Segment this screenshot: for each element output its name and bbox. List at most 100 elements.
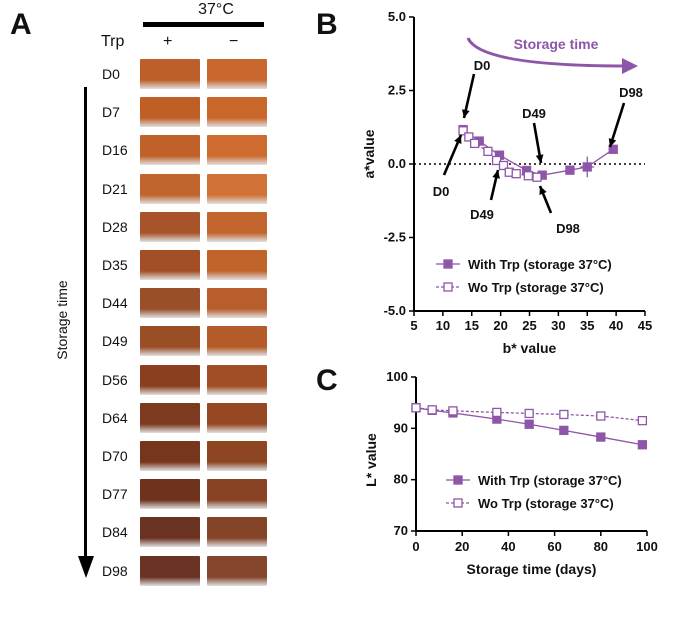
swatch-d49-minus — [207, 326, 267, 357]
row-label-d44: D44 — [102, 295, 128, 312]
annotation-arrow-head-icon-1 — [454, 135, 462, 144]
point-1-9 — [532, 172, 542, 182]
swatch-d44-minus — [207, 288, 267, 319]
swatch-d49-plus — [140, 326, 200, 357]
point-1-1 — [427, 405, 437, 415]
point-1-7 — [511, 169, 521, 179]
point-1-1 — [464, 132, 474, 142]
y-tick-label-0: 5.0 — [388, 9, 406, 24]
row-label-d56: D56 — [102, 371, 128, 388]
swatch-d77-plus — [140, 479, 200, 510]
y-tick-label-3: -2.5 — [384, 230, 406, 245]
point-1-0 — [458, 126, 468, 136]
trp-minus-label: − — [229, 33, 239, 50]
row-label-d77: D77 — [102, 486, 128, 503]
point-1-4 — [524, 408, 534, 419]
temperature-label: 37°C — [198, 1, 234, 18]
annotation-arrow-head-icon-5 — [608, 138, 617, 147]
swatch-d56-minus — [207, 364, 267, 395]
x-tick-label-3: 60 — [547, 539, 561, 554]
annotation-label-0: D0 — [474, 58, 491, 73]
legend-marker-0 — [443, 259, 453, 269]
point-1-0 — [411, 403, 421, 413]
point-1-2 — [469, 138, 480, 149]
annotation-label-1: D0 — [433, 184, 450, 199]
swatch-d84-minus — [207, 517, 267, 548]
annotation-label-2: D49 — [470, 207, 494, 222]
row-label-d49: D49 — [102, 333, 128, 350]
storage-time-curve — [466, 37, 626, 68]
swatch-d35-plus — [140, 250, 200, 280]
x-tick-label-2: 40 — [501, 539, 515, 554]
y-tick-label-0: 100 — [386, 369, 408, 384]
swatch-d56-plus — [140, 364, 200, 395]
row-label-d70: D70 — [102, 448, 128, 464]
point-1-6 — [596, 411, 606, 421]
row-label-d0: D0 — [102, 66, 120, 82]
swatch-d44-plus — [140, 288, 200, 319]
swatch-d70-plus — [140, 441, 200, 471]
swatch-d64-minus — [207, 402, 267, 433]
x-tick-label-4: 80 — [594, 539, 608, 554]
trp-label: Trp — [101, 33, 125, 50]
point-0-5 — [565, 165, 575, 175]
swatch-d7-minus — [207, 97, 267, 128]
chart-b: 5 10 15 20 25 30 35 40 45 5.0 2.5 0.0 -2.5 -5.0 b* val… — [361, 9, 652, 356]
swatch-d28-plus — [140, 211, 200, 242]
trp-plus-label: + — [163, 33, 173, 50]
y-tick-label-3: 70 — [394, 523, 408, 538]
point-1-5 — [498, 160, 509, 171]
swatch-d21-plus — [140, 173, 200, 204]
x-tick-label-6: 35 — [580, 318, 594, 333]
legend-label-1: Wo Trp (storage 37°C) — [468, 280, 604, 295]
temperature-bar — [143, 22, 264, 27]
x-tick-label-2: 15 — [465, 318, 479, 333]
point-1-2 — [448, 406, 458, 416]
legend-label-0: With Trp (storage 37°C) — [468, 257, 612, 272]
point-0-6 — [582, 162, 592, 172]
point-0-4 — [524, 419, 534, 429]
swatch-d35-minus — [207, 250, 267, 280]
x-tick-label-0: 5 — [410, 318, 417, 333]
x-tick-label-3: 20 — [493, 318, 507, 333]
annotation-arrow-head-icon-4 — [539, 186, 547, 195]
series-line-1 — [415, 407, 643, 422]
swatch-d28-minus — [207, 211, 267, 242]
row-label-d64: D64 — [102, 409, 128, 426]
y-tick-label-4: -5.0 — [384, 303, 406, 318]
row-label-d7: D7 — [102, 104, 120, 121]
swatch-d21-minus — [207, 173, 267, 204]
annotation-arrow-head-icon-0 — [461, 109, 470, 118]
point-0-7 — [637, 440, 648, 450]
point-1-4 — [491, 155, 502, 166]
swatch-d70-minus — [207, 441, 267, 471]
y-tick-label-1: 2.5 — [388, 83, 406, 98]
x-tick-label-1: 20 — [455, 539, 469, 554]
point-0-5 — [559, 425, 569, 436]
arrow-head-icon — [78, 556, 94, 578]
row-label-d98: D98 — [102, 562, 128, 579]
storage-time-text: Storage time — [514, 36, 599, 52]
swatch-d84-plus — [140, 517, 200, 548]
legend-marker-1 — [443, 282, 453, 292]
annotation-label-4: D98 — [556, 221, 580, 236]
row-label-d28: D28 — [102, 218, 128, 235]
y-axis-label: a*value — [361, 129, 377, 178]
panel-a-letter: A — [10, 8, 32, 41]
x-axis-label: b* value — [503, 340, 557, 356]
point-1-5 — [559, 409, 569, 420]
x-tick-label-8: 45 — [638, 318, 652, 333]
row-label-d35: D35 — [102, 257, 128, 273]
legend-label-0: With Trp (storage 37°C) — [478, 473, 622, 488]
swatch-d64-plus — [140, 402, 200, 433]
swatch-d7-plus — [140, 97, 200, 128]
y-tick-label-2: 0.0 — [388, 156, 406, 171]
swatch-d98-minus — [207, 555, 267, 586]
x-tick-label-5: 100 — [636, 539, 658, 554]
x-axis-label: Storage time (days) — [467, 561, 597, 577]
row-label-d84: D84 — [102, 524, 128, 541]
swatch-d16-minus — [207, 135, 267, 166]
point-0-6 — [596, 432, 606, 442]
legend-marker-0 — [453, 475, 463, 485]
swatch-d0-plus — [140, 59, 200, 89]
